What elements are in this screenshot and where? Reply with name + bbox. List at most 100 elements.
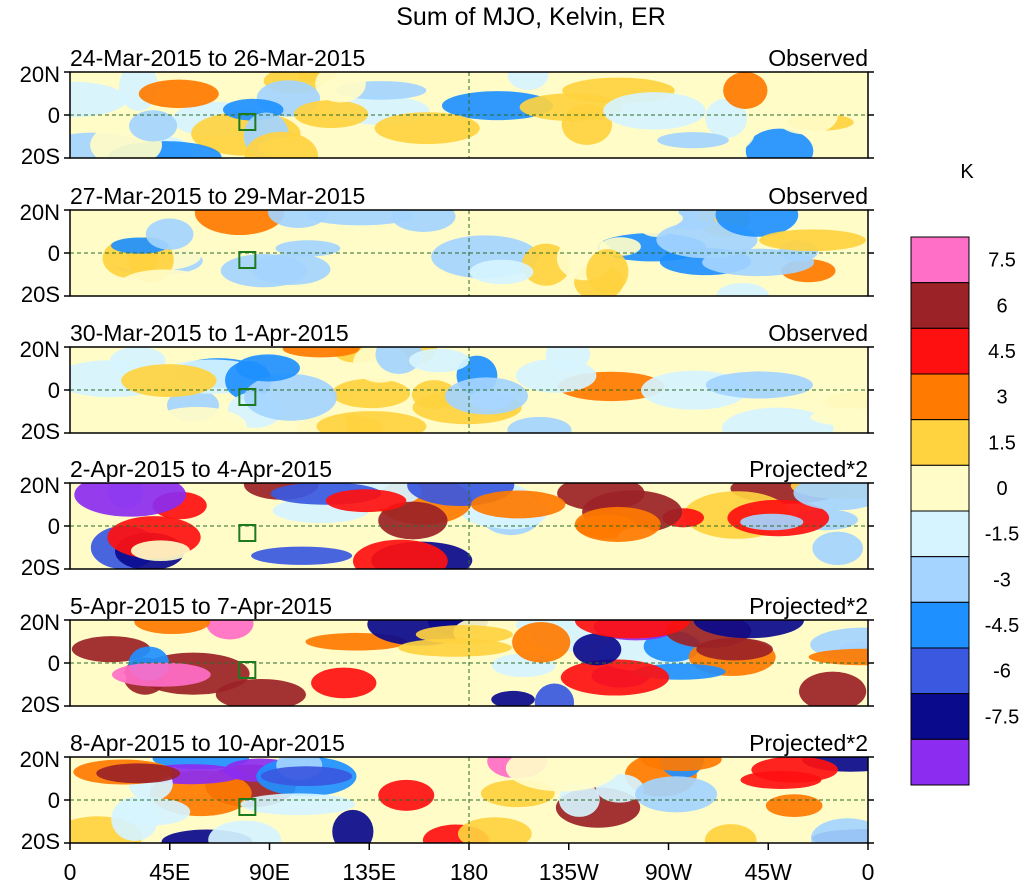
region-box bbox=[238, 524, 257, 542]
anomaly-contour bbox=[129, 110, 178, 142]
anomaly-contour bbox=[491, 690, 535, 706]
region-box bbox=[238, 251, 257, 269]
x-tick-label: 0 bbox=[64, 859, 77, 885]
colorbar-tick-label: 0 bbox=[996, 478, 1007, 500]
anomaly-contour bbox=[751, 757, 838, 783]
anomaly-contour bbox=[374, 112, 480, 145]
anomaly-contour bbox=[326, 135, 396, 158]
colorbar-swatch bbox=[910, 601, 970, 649]
colorbar-swatch bbox=[910, 510, 970, 558]
x-tick-label: 0 bbox=[862, 859, 875, 885]
anomaly-contour bbox=[306, 210, 414, 226]
anomaly-contour bbox=[799, 671, 867, 706]
panel-anomaly-field bbox=[70, 757, 868, 843]
anomaly-contour bbox=[657, 132, 729, 149]
y-tick-label: 0 bbox=[48, 651, 60, 676]
anomaly-contour bbox=[507, 72, 549, 90]
panel-anomaly-field bbox=[102, 210, 866, 296]
colorbar: K 7.5 6 4.5 3 1.5 0 -1.5 -3 -4.5 -6 -7.5 bbox=[910, 161, 1019, 786]
y-tick-label: 20N bbox=[20, 337, 60, 362]
panel-period-label: 27-Mar-2015 to 29-Mar-2015 bbox=[70, 183, 365, 209]
anomaly-contour bbox=[812, 374, 868, 415]
colorbar-swatch bbox=[910, 647, 970, 695]
anomaly-contour bbox=[560, 659, 670, 696]
y-tick-label: 20N bbox=[20, 473, 60, 498]
region-box bbox=[238, 798, 257, 816]
y-tick-label: 20S bbox=[21, 555, 60, 580]
panel-period-label: 30-Mar-2015 to 1-Apr-2015 bbox=[70, 320, 349, 346]
anomaly-contour bbox=[138, 79, 219, 109]
anomaly-contour bbox=[808, 648, 868, 666]
anomaly-contour bbox=[469, 259, 534, 285]
colorbar-tick-label: -1.5 bbox=[985, 524, 1019, 546]
panel-5: 20N 0 20S 5-Apr-2015 to 7-Apr-2015 Projected… bbox=[20, 593, 874, 717]
x-tick-label: 135E bbox=[342, 859, 396, 885]
colorbar-unit-label: K bbox=[960, 161, 974, 183]
anomaly-contour bbox=[251, 546, 353, 565]
anomaly-contour bbox=[244, 131, 318, 158]
y-tick-label: 20N bbox=[20, 200, 60, 225]
colorbar-swatch bbox=[910, 693, 970, 740]
anomaly-contour bbox=[147, 406, 247, 433]
anomaly-contour bbox=[240, 793, 356, 816]
anomaly-contour bbox=[512, 621, 571, 663]
x-tick-label: 180 bbox=[450, 859, 488, 885]
anomaly-contour bbox=[573, 633, 622, 666]
anomaly-contour bbox=[715, 210, 799, 237]
colorbar-swatch bbox=[910, 236, 970, 284]
anomaly-contour bbox=[375, 347, 423, 374]
colorbar-tick-label: -6 bbox=[993, 661, 1011, 683]
anomaly-contour bbox=[71, 636, 151, 663]
anomaly-contour bbox=[457, 817, 532, 843]
colorbar-swatch bbox=[910, 464, 970, 512]
panels-group: 20N 0 20S 24-Mar-2015 to 26-Mar-2015 Observe… bbox=[20, 45, 874, 854]
anomaly-contour bbox=[275, 240, 341, 257]
anomaly-contour bbox=[740, 513, 804, 531]
anomaly-contour bbox=[515, 358, 597, 393]
panel-4: 20N 0 20S 2-Apr-2015 to 4-Apr-2015 Projected… bbox=[20, 456, 874, 580]
anomaly-contour bbox=[507, 416, 572, 433]
anomaly-contour bbox=[378, 501, 448, 540]
panel-kind-label: Projected*2 bbox=[749, 730, 868, 756]
anomaly-contour bbox=[793, 483, 868, 511]
anomaly-contour bbox=[705, 371, 813, 399]
x-tick-label: 135W bbox=[539, 859, 599, 885]
anomaly-contour bbox=[145, 218, 194, 250]
anomaly-contour bbox=[720, 347, 779, 364]
anomaly-contour bbox=[378, 779, 435, 811]
anomaly-contour bbox=[519, 93, 623, 121]
colorbar-swatch bbox=[910, 282, 970, 329]
anomaly-contour bbox=[311, 667, 377, 699]
anomaly-contour bbox=[812, 531, 863, 565]
anomaly-contour bbox=[705, 98, 748, 139]
colorbar-tick-label: -7.5 bbox=[985, 706, 1019, 728]
panel-kind-label: Projected*2 bbox=[749, 456, 868, 482]
colorbar-tick-label: 3 bbox=[996, 387, 1007, 409]
anomaly-contour bbox=[810, 818, 868, 843]
y-tick-label: 0 bbox=[48, 514, 60, 539]
colorbar-swatch bbox=[910, 373, 970, 421]
anomaly-contour bbox=[696, 638, 773, 661]
panel-period-label: 2-Apr-2015 to 4-Apr-2015 bbox=[70, 456, 332, 482]
y-tick-label: 20N bbox=[20, 747, 60, 772]
anomaly-contour bbox=[574, 620, 691, 639]
anomaly-contour bbox=[557, 483, 645, 511]
colorbar-tick-label: -4.5 bbox=[985, 615, 1019, 637]
panel-anomaly-field bbox=[74, 483, 868, 569]
y-tick-label: 0 bbox=[48, 378, 60, 403]
anomaly-contour bbox=[721, 407, 834, 433]
anomaly-contour bbox=[745, 128, 814, 158]
x-tick-label: 90W bbox=[645, 859, 693, 885]
y-tick-label: 20S bbox=[21, 144, 60, 169]
colorbar-swatch bbox=[910, 738, 970, 786]
x-tick-label: 45E bbox=[149, 859, 190, 885]
anomaly-contour bbox=[759, 229, 866, 252]
anomaly-contour bbox=[627, 210, 683, 228]
chart-title: Sum of MJO, Kelvin, ER bbox=[396, 3, 666, 31]
y-tick-label: 20S bbox=[21, 419, 60, 444]
anomaly-contour bbox=[723, 72, 768, 109]
colorbar-tick-label: 1.5 bbox=[988, 432, 1016, 454]
anomaly-contour bbox=[315, 72, 366, 103]
y-tick-label: 0 bbox=[48, 788, 60, 813]
panel-kind-label: Observed bbox=[768, 183, 868, 209]
